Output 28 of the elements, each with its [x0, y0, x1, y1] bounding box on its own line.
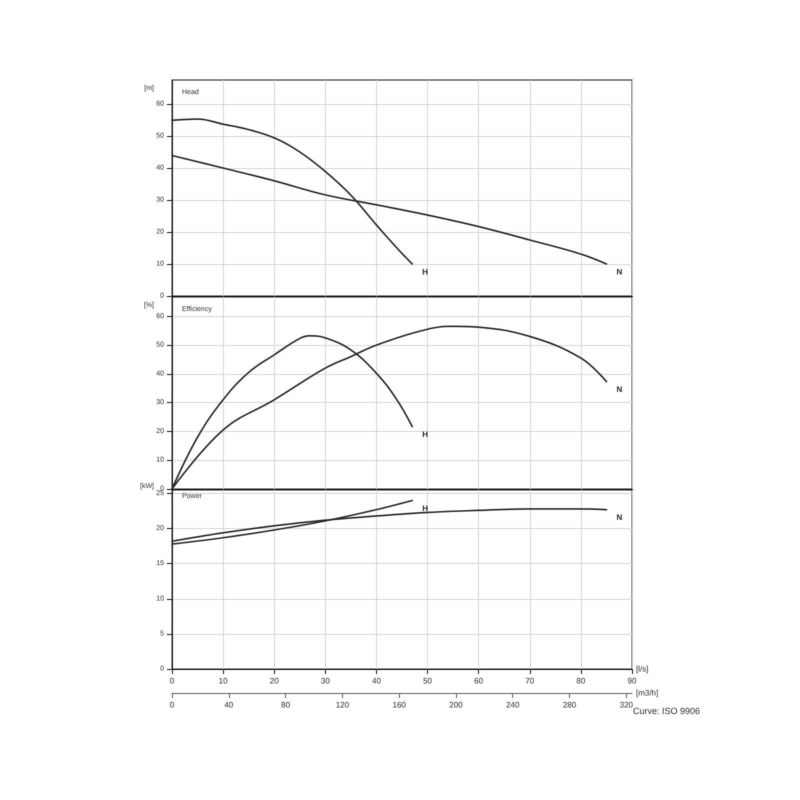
- series-label: N: [616, 385, 622, 394]
- x-tick-label: 20: [270, 676, 280, 686]
- series-label: H: [422, 430, 428, 440]
- text: Curve: ISO 9906: [632, 706, 700, 716]
- series-label: H: [422, 504, 428, 514]
- x-tick-label: 60: [474, 676, 484, 686]
- series-label: N: [616, 513, 622, 522]
- x2-tick-label: 160: [392, 700, 406, 710]
- series-label: N: [616, 268, 622, 276]
- x2-tick-label: 80: [281, 700, 291, 710]
- x2-tick-label: 120: [336, 700, 350, 710]
- x2-axis-title: [m3/h]: [636, 688, 658, 698]
- x2-tick-label: 240: [506, 700, 520, 710]
- x2-tick-label: 320: [620, 700, 634, 710]
- x2-tick-label: 280: [562, 700, 577, 710]
- series-label: H: [422, 268, 428, 276]
- x-axis-title: [l/s]: [636, 664, 648, 674]
- x-tick-label: 80: [576, 676, 586, 686]
- x-tick-label: 0: [170, 676, 175, 686]
- x-tick-label: 90: [628, 676, 637, 686]
- x2-tick-label: 200: [449, 700, 464, 710]
- x-tick-label: 10: [218, 676, 228, 686]
- x2-tick-label: 40: [224, 700, 234, 710]
- x-tick-label: 70: [525, 676, 535, 686]
- x-tick-label: 30: [320, 676, 330, 686]
- x-tick-label: 40: [372, 676, 382, 686]
- x-tick-label: 50: [423, 676, 433, 686]
- x2-tick-label: 0: [170, 700, 175, 710]
